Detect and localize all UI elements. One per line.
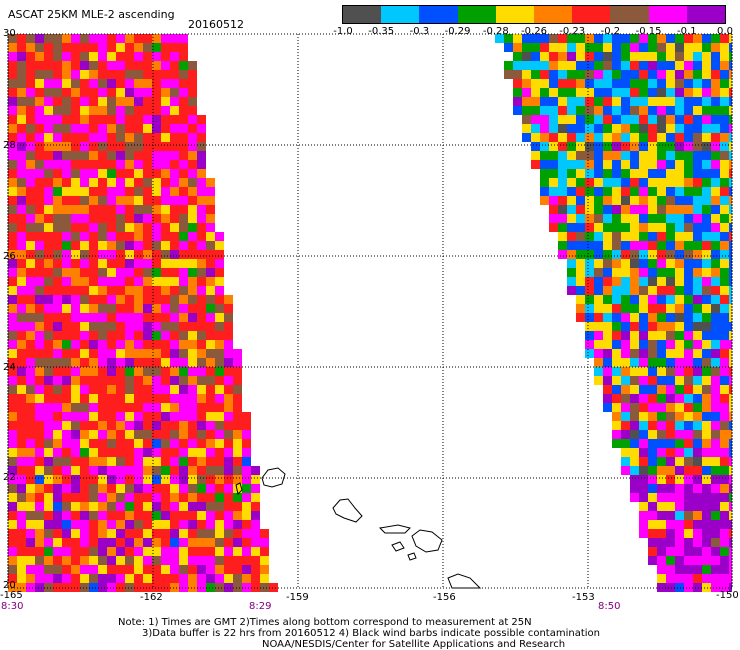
colorbar-segment — [343, 6, 382, 23]
swath-layer — [8, 34, 732, 592]
lon-tick-150: -150 — [716, 590, 739, 601]
island-molokai — [378, 524, 411, 534]
lon-tick-165: -165 — [0, 590, 23, 601]
colorbar-label: -0.1 — [677, 26, 697, 37]
lat-tick-26: 26 — [3, 251, 16, 262]
time-left-end: 8:29 — [249, 601, 272, 612]
lon-tick-159: -159 — [286, 592, 309, 603]
colorbar-label: -0.2 — [600, 26, 621, 37]
lat-tick-28: 28 — [3, 140, 16, 151]
colorbar-segment — [648, 6, 687, 23]
colorbar-segment — [610, 6, 649, 23]
island-oahu — [332, 498, 363, 523]
lat-tick-22: 22 — [3, 472, 16, 483]
date-label: 20160512 — [188, 18, 244, 31]
note-line-2: 3)Data buffer is 22 hrs from 20160512 4)… — [142, 628, 600, 639]
colorbar — [342, 5, 726, 24]
time-right: 8:50 — [598, 601, 621, 612]
colorbar-label: -1.0 — [333, 26, 353, 37]
lon-tick-162: -162 — [140, 592, 163, 603]
colorbar-segment — [419, 6, 458, 23]
lat-tick-20: 20 — [3, 580, 16, 591]
island-kahoolawe — [407, 552, 417, 561]
colorbar-segment — [495, 6, 535, 23]
island-hawaii — [447, 573, 482, 589]
island-lanai — [391, 541, 405, 552]
coastline-layer — [235, 467, 482, 589]
colorbar-label: -0.15 — [635, 26, 662, 37]
colorbar-segment — [534, 6, 573, 23]
colorbar-label: -0.29 — [444, 26, 471, 37]
colorbar-label: -0.3 — [409, 26, 430, 37]
island-kauai — [261, 467, 286, 488]
colorbar-label: 0.0 — [717, 26, 733, 37]
lat-tick-24: 24 — [3, 362, 16, 373]
note-line-1: Note: 1) Times are GMT 2)Times along bot… — [118, 617, 532, 628]
lon-tick-156: -156 — [433, 592, 456, 603]
note-line-3: NOAA/NESDIS/Center for Satellite Applica… — [262, 639, 566, 650]
colorbar-segment — [457, 6, 496, 23]
lat-tick-30: 30 — [3, 28, 16, 39]
colorbar-label: -0.35 — [368, 26, 395, 37]
colorbar-label: -0.26 — [521, 26, 547, 37]
colorbar-segment — [572, 6, 611, 23]
colorbar-label: -0.23 — [559, 26, 586, 37]
lon-tick-153: -153 — [572, 592, 595, 603]
colorbar-segment — [381, 6, 420, 23]
colorbar-label: -0.28 — [482, 26, 509, 37]
island-niihau — [235, 482, 243, 495]
time-left-start: 8:30 — [1, 601, 24, 612]
colorbar-segment — [686, 6, 726, 23]
island-maui — [411, 529, 443, 553]
product-title: ASCAT 25KM MLE-2 ascending — [8, 8, 175, 21]
